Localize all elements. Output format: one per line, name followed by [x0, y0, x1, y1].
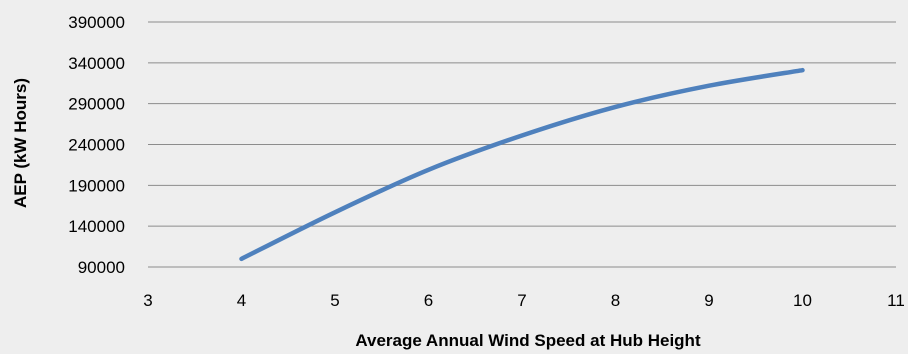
x-axis-ticks: 3 4 5 6 7 8 9 10 11	[143, 291, 905, 310]
series-line	[239, 67, 805, 262]
x-tick-label: 11	[887, 291, 905, 310]
x-tick-label: 7	[517, 291, 526, 310]
x-tick-label: 4	[237, 291, 246, 310]
gridlines	[148, 21, 896, 268]
x-tick-label: 10	[793, 291, 812, 310]
x-axis-title: Average Annual Wind Speed at Hub Height	[355, 331, 701, 350]
x-tick-label: 5	[330, 291, 339, 310]
x-tick-label: 3	[143, 291, 152, 310]
y-tick-label: 240000	[68, 136, 125, 155]
y-axis-ticks: 90000 140000 190000 240000 290000 340000 39000…	[68, 13, 125, 277]
x-tick-label: 8	[611, 291, 620, 310]
y-tick-label: 340000	[68, 54, 125, 73]
y-tick-label: 90000	[78, 258, 125, 277]
x-tick-label: 9	[704, 291, 713, 310]
series-group	[239, 67, 805, 262]
y-tick-label: 290000	[68, 95, 125, 114]
x-tick-label: 6	[424, 291, 433, 310]
y-axis-title: AEP (kW Hours)	[11, 78, 30, 208]
y-tick-label: 190000	[68, 176, 125, 195]
y-tick-label: 140000	[68, 217, 125, 236]
y-tick-label: 390000	[68, 13, 125, 32]
